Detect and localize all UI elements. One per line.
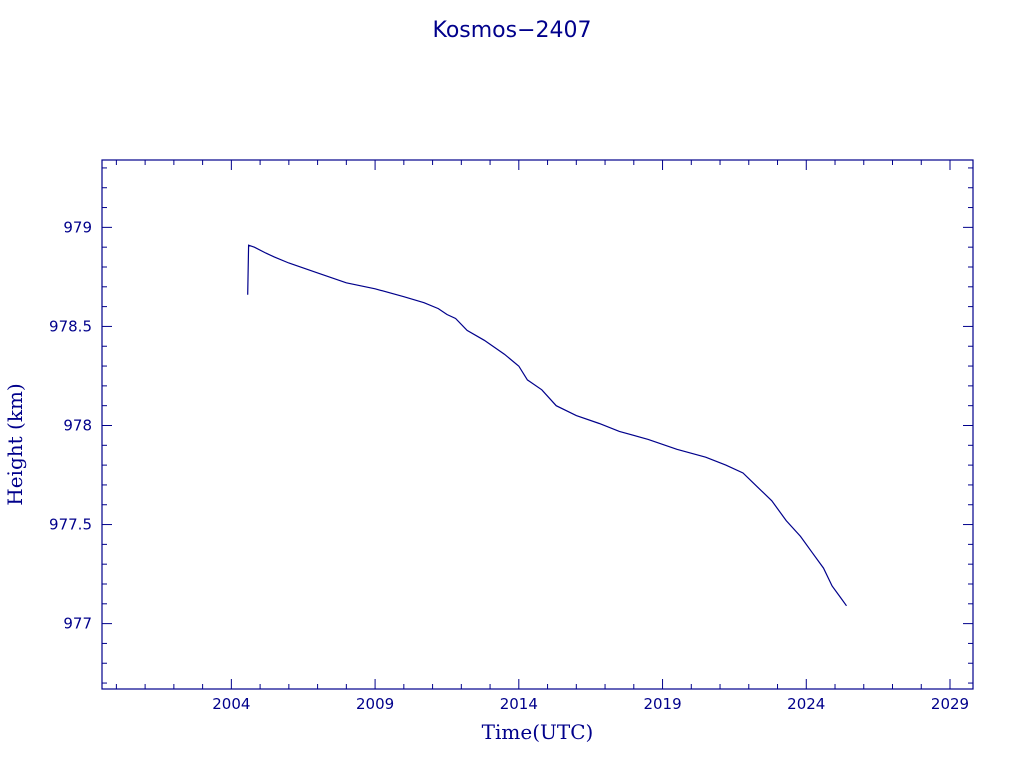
y-tick-label: 977 <box>63 615 92 633</box>
x-tick-label: 2019 <box>643 695 681 713</box>
chart-title: Kosmos−2407 <box>432 18 591 43</box>
x-tick-label: 2024 <box>787 695 825 713</box>
y-axis-label: Height (km) <box>3 383 27 505</box>
x-tick-label: 2009 <box>356 695 394 713</box>
series-line-height <box>247 244 847 607</box>
axis-tick-labels: 2004 2009 2014 2019 2024 2029 977 977.5 978 978.5… <box>49 218 969 713</box>
x-tick-label: 2014 <box>500 695 538 713</box>
y-tick-label: 979 <box>63 218 92 236</box>
y-tick-label: 977.5 <box>49 516 92 534</box>
x-tick-label: 2029 <box>931 695 969 713</box>
y-tick-label: 978 <box>63 416 92 434</box>
plot-frame <box>101 159 974 690</box>
y-tick-label: 978.5 <box>49 317 92 335</box>
axis-ticks <box>102 160 973 689</box>
x-axis-label: Time(UTC) <box>482 720 594 744</box>
x-tick-label: 2004 <box>212 695 250 713</box>
